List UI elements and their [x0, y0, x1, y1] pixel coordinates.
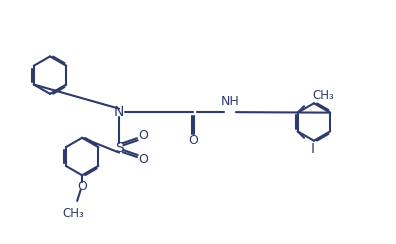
Text: S: S	[115, 141, 124, 155]
Text: N: N	[114, 105, 124, 119]
Text: O: O	[77, 180, 87, 193]
Text: O: O	[138, 129, 148, 142]
Text: O: O	[138, 153, 148, 166]
Text: I: I	[310, 142, 314, 156]
Text: CH₃: CH₃	[62, 207, 84, 220]
Text: CH₃: CH₃	[312, 89, 334, 102]
Text: O: O	[188, 134, 198, 147]
Text: NH: NH	[221, 95, 240, 108]
